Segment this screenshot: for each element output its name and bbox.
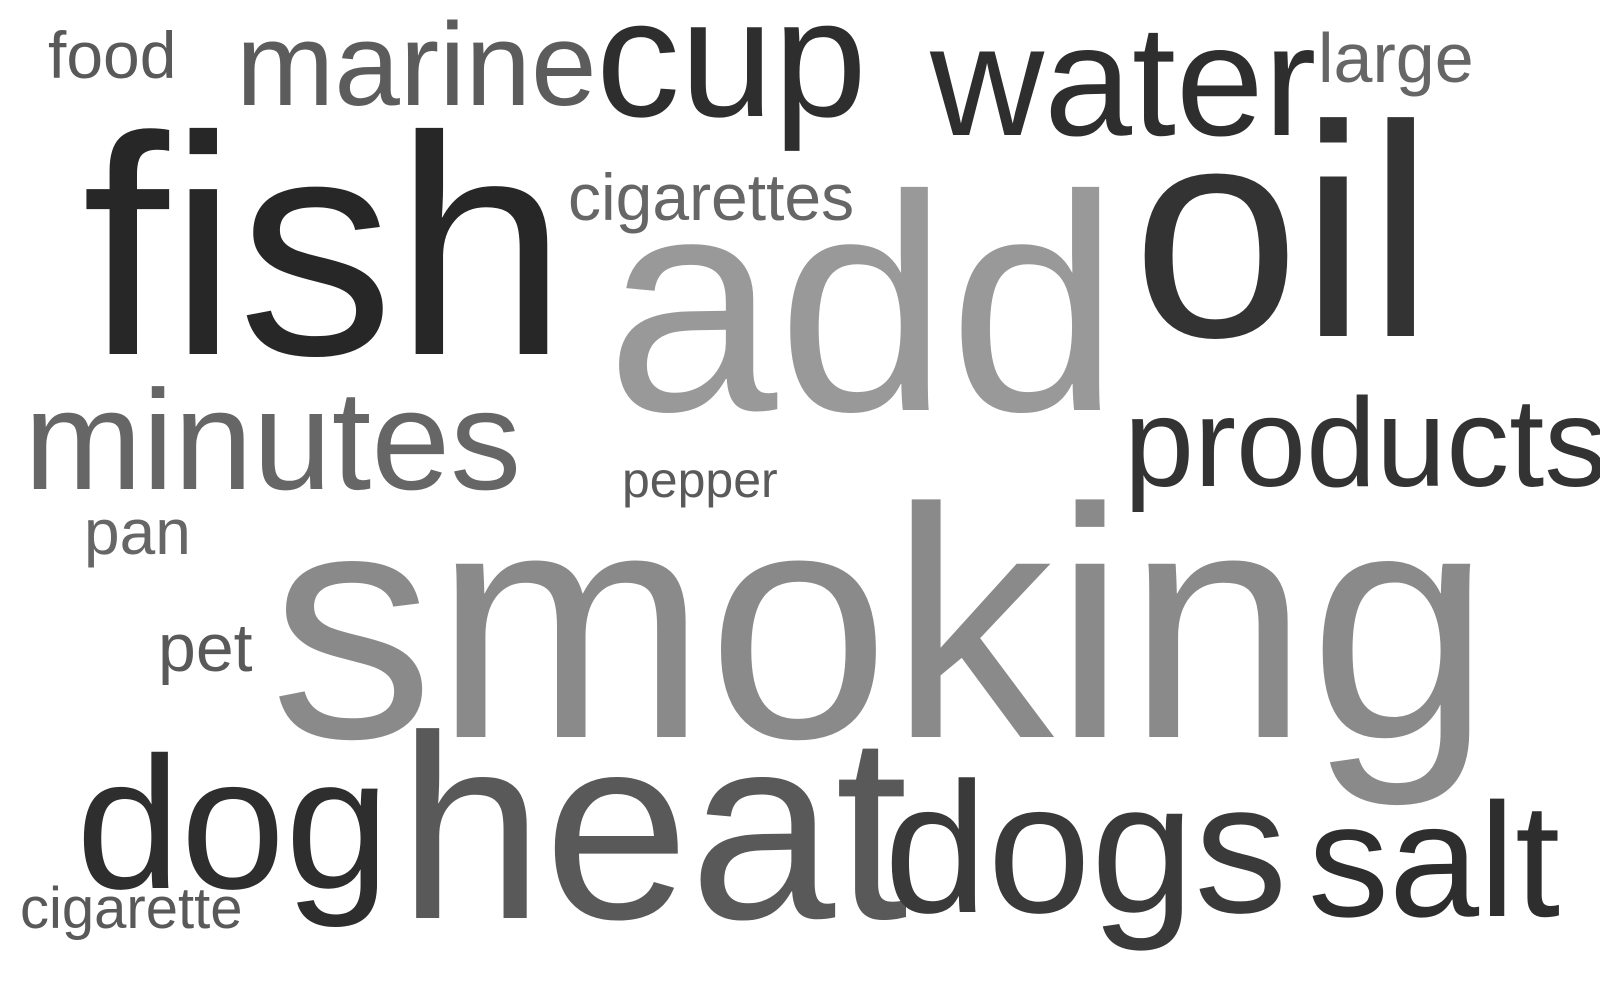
word-cigarettes: cigarettes [568,160,855,234]
word-dogs: dogs [884,745,1288,952]
word-large: large [1318,19,1474,97]
word-water: water [930,0,1317,169]
word-oil: oil [1132,63,1435,400]
word-fish: fish [82,73,568,421]
word-food: food [48,18,177,92]
word-heat: heat [398,681,908,974]
word-dog: dog [76,718,390,928]
word-pan: pan [84,496,191,568]
word-add: add [606,132,1120,476]
word-pet: pet [158,610,253,686]
word-cigarette: cigarette [20,876,243,941]
word-pepper: pepper [622,452,778,508]
word-minutes: minutes [24,361,522,520]
word-products: products [1124,372,1600,513]
word-cup: cup [596,0,867,152]
word-salt: salt [1308,770,1561,951]
word-marine: marine [236,0,597,131]
word-smoking: smoking [270,440,1492,807]
